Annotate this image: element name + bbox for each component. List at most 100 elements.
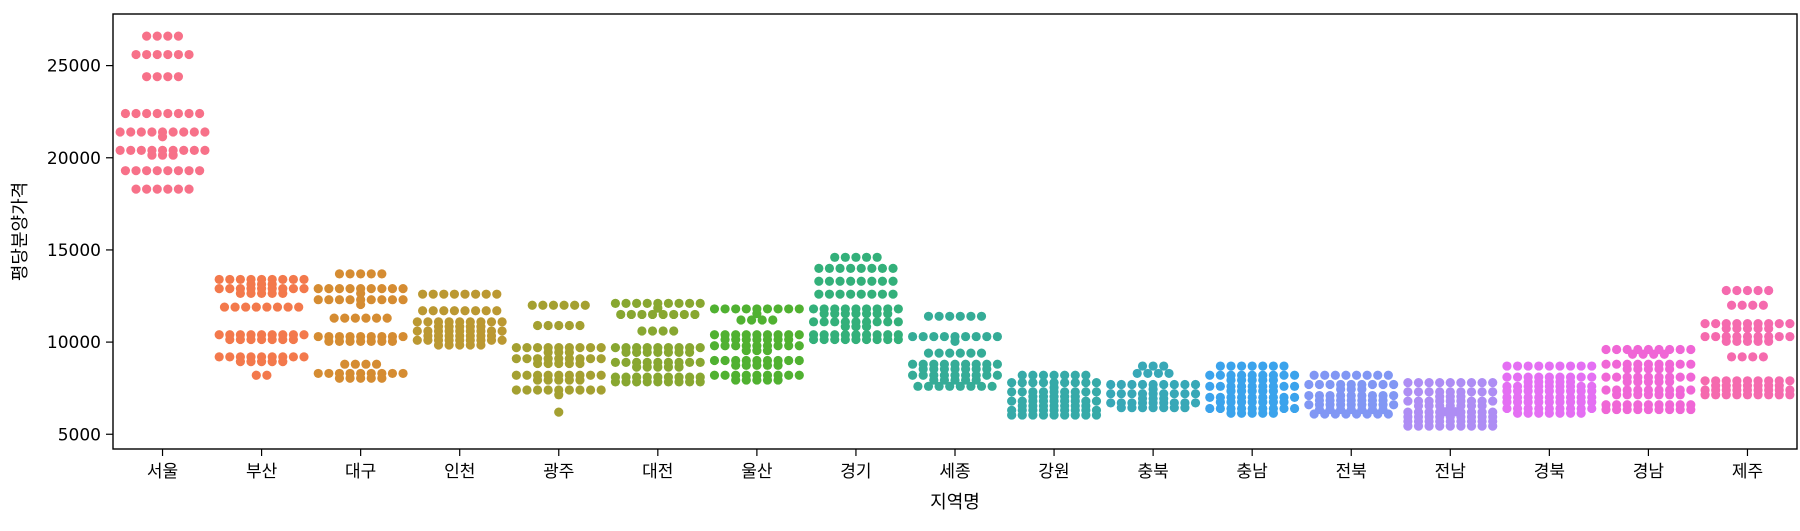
swarm-point bbox=[1049, 382, 1059, 393]
x-tick-label: 울산 bbox=[741, 462, 773, 482]
swarm-point bbox=[157, 150, 168, 160]
swarm-point bbox=[647, 326, 658, 336]
swarm-point bbox=[1357, 404, 1367, 415]
swarm-point bbox=[1601, 404, 1611, 415]
swarm-point bbox=[872, 317, 882, 327]
swarm-point bbox=[460, 306, 470, 316]
swarm-point bbox=[913, 381, 923, 391]
swarm-point bbox=[808, 317, 819, 327]
swarm-point bbox=[465, 331, 475, 341]
swarm-point bbox=[966, 348, 976, 358]
swarm-point bbox=[423, 317, 433, 327]
swarm-point bbox=[173, 166, 184, 176]
swarm-point bbox=[1466, 401, 1477, 411]
swarm-point bbox=[1785, 331, 1795, 342]
swarm-point bbox=[819, 309, 829, 319]
swarm-point bbox=[147, 150, 157, 160]
swarm-point bbox=[945, 381, 955, 391]
swarm-point bbox=[1622, 404, 1632, 415]
swarm-point bbox=[752, 375, 762, 385]
swarm-point bbox=[1367, 404, 1378, 415]
swarm-point bbox=[1654, 377, 1664, 387]
swarm-point bbox=[356, 288, 366, 299]
swarm-point bbox=[1742, 380, 1753, 391]
swarm-point bbox=[1038, 378, 1049, 388]
swarm-point bbox=[412, 326, 422, 336]
swarm-point bbox=[1732, 380, 1742, 391]
swarm-point bbox=[126, 145, 136, 155]
swarm-point bbox=[575, 343, 585, 353]
swarm-point bbox=[1403, 421, 1413, 431]
swarm-point bbox=[230, 302, 240, 312]
swarm-point bbox=[356, 373, 366, 383]
swarm-point bbox=[1753, 323, 1763, 334]
swarm-point bbox=[1081, 387, 1091, 397]
swarm-point bbox=[163, 31, 173, 41]
swarm-point bbox=[564, 358, 574, 369]
swarm-point bbox=[674, 362, 684, 372]
swarm-point bbox=[709, 370, 720, 380]
swarm-point bbox=[1268, 408, 1278, 418]
swarm-point bbox=[1502, 372, 1512, 382]
swarm-point bbox=[861, 322, 872, 332]
swarm-point bbox=[272, 302, 283, 312]
swarm-point bbox=[366, 336, 376, 346]
swarm-point bbox=[883, 334, 893, 345]
swarm-point bbox=[152, 166, 162, 176]
swarm-point bbox=[580, 300, 590, 310]
swarm-point bbox=[1424, 378, 1434, 388]
swarm-point bbox=[1445, 392, 1455, 402]
swarm-point bbox=[1555, 397, 1565, 407]
swarm-point bbox=[256, 279, 267, 289]
swarm-point bbox=[267, 334, 277, 345]
swarm-point bbox=[741, 334, 751, 345]
swarm-point bbox=[1686, 404, 1696, 415]
swarm-point bbox=[814, 289, 824, 299]
swarm-point bbox=[861, 334, 872, 345]
swarm-point bbox=[423, 331, 433, 341]
swarm-point bbox=[976, 381, 987, 391]
swarm-point bbox=[377, 295, 387, 305]
swarm-point bbox=[1601, 359, 1611, 369]
swarm-point bbox=[814, 276, 824, 286]
x-tick-label: 충북 bbox=[1137, 462, 1168, 482]
swarm-point bbox=[1325, 395, 1335, 405]
swarm-point bbox=[1215, 397, 1225, 407]
swarm-point bbox=[1488, 412, 1498, 422]
swarm-point bbox=[1137, 393, 1148, 404]
swarm-point bbox=[934, 348, 944, 358]
swarm-point bbox=[497, 317, 507, 327]
swarm-point bbox=[246, 334, 256, 345]
swarm-point bbox=[511, 385, 521, 395]
swarm-point bbox=[366, 295, 376, 305]
swarm-point bbox=[142, 166, 152, 176]
swarm-point bbox=[1070, 401, 1080, 411]
swarm-point bbox=[632, 362, 642, 372]
swarm-point bbox=[1268, 386, 1278, 396]
swarm-point bbox=[1555, 408, 1565, 418]
swarm-point bbox=[1555, 377, 1565, 387]
swarm-point bbox=[283, 302, 293, 312]
swarm-point bbox=[741, 360, 751, 370]
swarm-point bbox=[585, 385, 596, 395]
swarm-point bbox=[762, 304, 773, 314]
swarm-point bbox=[1180, 379, 1190, 390]
swarm-point bbox=[1314, 379, 1325, 390]
swarm-point bbox=[1523, 386, 1533, 396]
swarm-point bbox=[1544, 361, 1554, 371]
swarm-point bbox=[554, 358, 564, 369]
swarm-point bbox=[663, 298, 674, 308]
swarm-point bbox=[1477, 421, 1487, 431]
swarm-point bbox=[575, 320, 585, 331]
swarm-point bbox=[819, 334, 829, 345]
swarm-point bbox=[929, 331, 939, 342]
swarm-point bbox=[1137, 361, 1148, 371]
swarm-point bbox=[1424, 387, 1434, 397]
swarm-point bbox=[982, 331, 992, 342]
swarm-point bbox=[1205, 370, 1215, 380]
swarm-point bbox=[1127, 379, 1137, 390]
swarm-point bbox=[1576, 386, 1586, 396]
swarm-point bbox=[1289, 370, 1300, 380]
swarm-point bbox=[1488, 378, 1498, 388]
swarm-point bbox=[1686, 372, 1696, 382]
